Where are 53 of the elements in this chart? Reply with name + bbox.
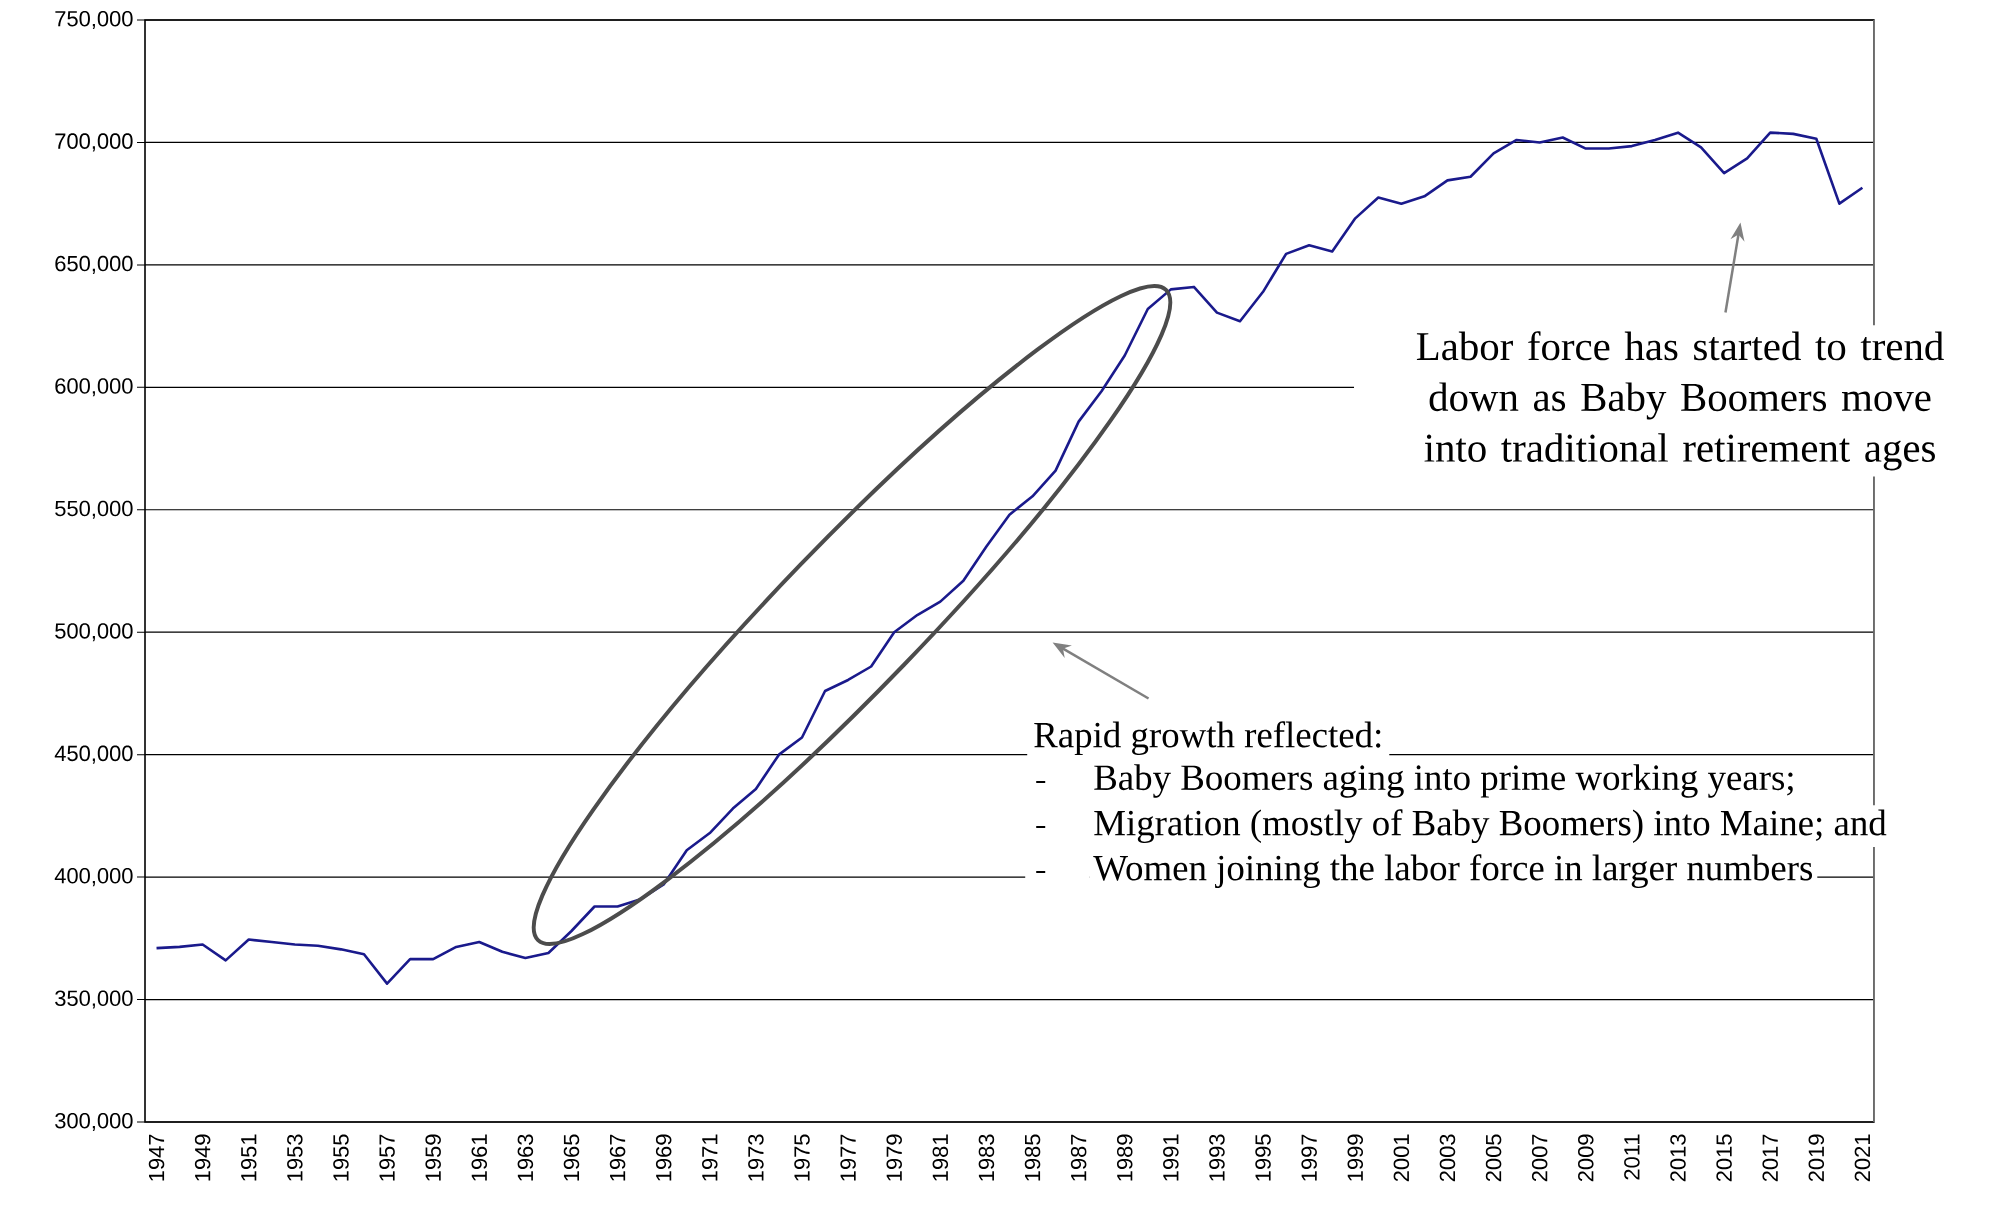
x-tick-label: 2013: [1670, 1134, 1686, 1182]
annotation: Labor force has started to trend down as Baby Boomers move into traditional retirement ages: [1416, 331, 1944, 471]
x-tick-label: 1983: [978, 1134, 995, 1181]
x-tick-label: 1963: [517, 1134, 534, 1181]
x-tick-label: 1965: [563, 1134, 580, 1181]
y-tick-label: 350,000: [55, 990, 133, 1009]
x-tick-label: 1999: [1347, 1134, 1364, 1181]
x-tick-label: 1993: [1209, 1134, 1225, 1181]
y-tick-label: 450,000: [54, 745, 133, 764]
x-tick-label: 1977: [840, 1134, 856, 1181]
y-tick-label: 650,000: [55, 255, 133, 274]
y-tick-label: 600,000: [55, 378, 133, 397]
x-tick-label: 1947: [148, 1134, 165, 1181]
x-tick-label: 2021: [1854, 1134, 1871, 1182]
x-tick-label: 2017: [1762, 1134, 1778, 1182]
x-tick-label: 1957: [379, 1134, 395, 1181]
x-tick-label: 2001: [1393, 1134, 1410, 1182]
x-tick-label: 1951: [240, 1134, 257, 1181]
x-tick-label: 1987: [1070, 1134, 1087, 1181]
y-tick-label: 700,000: [55, 133, 133, 152]
x-tick-label: 2019: [1808, 1134, 1825, 1182]
x-tick-label: 1995: [1255, 1134, 1271, 1181]
x-tick-label: 1949: [194, 1134, 211, 1181]
annotation: Baby Boomers aging into prime working years;: [1094, 764, 1793, 798]
x-tick-label: 1971: [702, 1134, 718, 1181]
x-tick-label: 1973: [748, 1134, 764, 1181]
x-tick-label: 2009: [1578, 1134, 1594, 1182]
x-tick-label: 1955: [333, 1134, 349, 1181]
x-tick-label: 2015: [1716, 1134, 1732, 1182]
x-tick-label: 1969: [655, 1134, 672, 1181]
y-tick-label: 500,000: [55, 623, 133, 642]
annotation: Migration (mostly of Baby Boomers) into Maine; and: [1094, 809, 1887, 844]
y-tick-label: 400,000: [54, 868, 133, 887]
x-tick-label: 1979: [886, 1134, 902, 1181]
x-tick-label: 1997: [1301, 1134, 1317, 1181]
y-tick-label: 300,000: [55, 1112, 133, 1132]
x-tick-label: 1961: [471, 1134, 488, 1181]
x-tick-label: 1967: [609, 1134, 626, 1181]
x-tick-label: 1975: [794, 1134, 810, 1181]
x-tick-label: 2005: [1485, 1134, 1502, 1182]
y-tick-label: 750,000: [55, 10, 133, 30]
x-tick-label: 2007: [1531, 1134, 1548, 1182]
annotation: Women joining the labor force in larger numbers: [1093, 854, 1813, 889]
annotation: Rapid growth reflected:: [1034, 721, 1381, 756]
x-tick-label: 1985: [1024, 1134, 1041, 1181]
x-tick-label: 1981: [932, 1134, 949, 1181]
x-tick-label: 1959: [425, 1134, 441, 1181]
x-tick-label: 1953: [287, 1134, 303, 1181]
y-tick-label: 550,000: [55, 500, 133, 519]
x-tick-label: 2003: [1439, 1134, 1456, 1182]
x-tick-label: 1989: [1116, 1134, 1133, 1181]
x-tick-label: 1991: [1163, 1134, 1179, 1181]
x-tick-label: 2011: [1624, 1134, 1640, 1180]
